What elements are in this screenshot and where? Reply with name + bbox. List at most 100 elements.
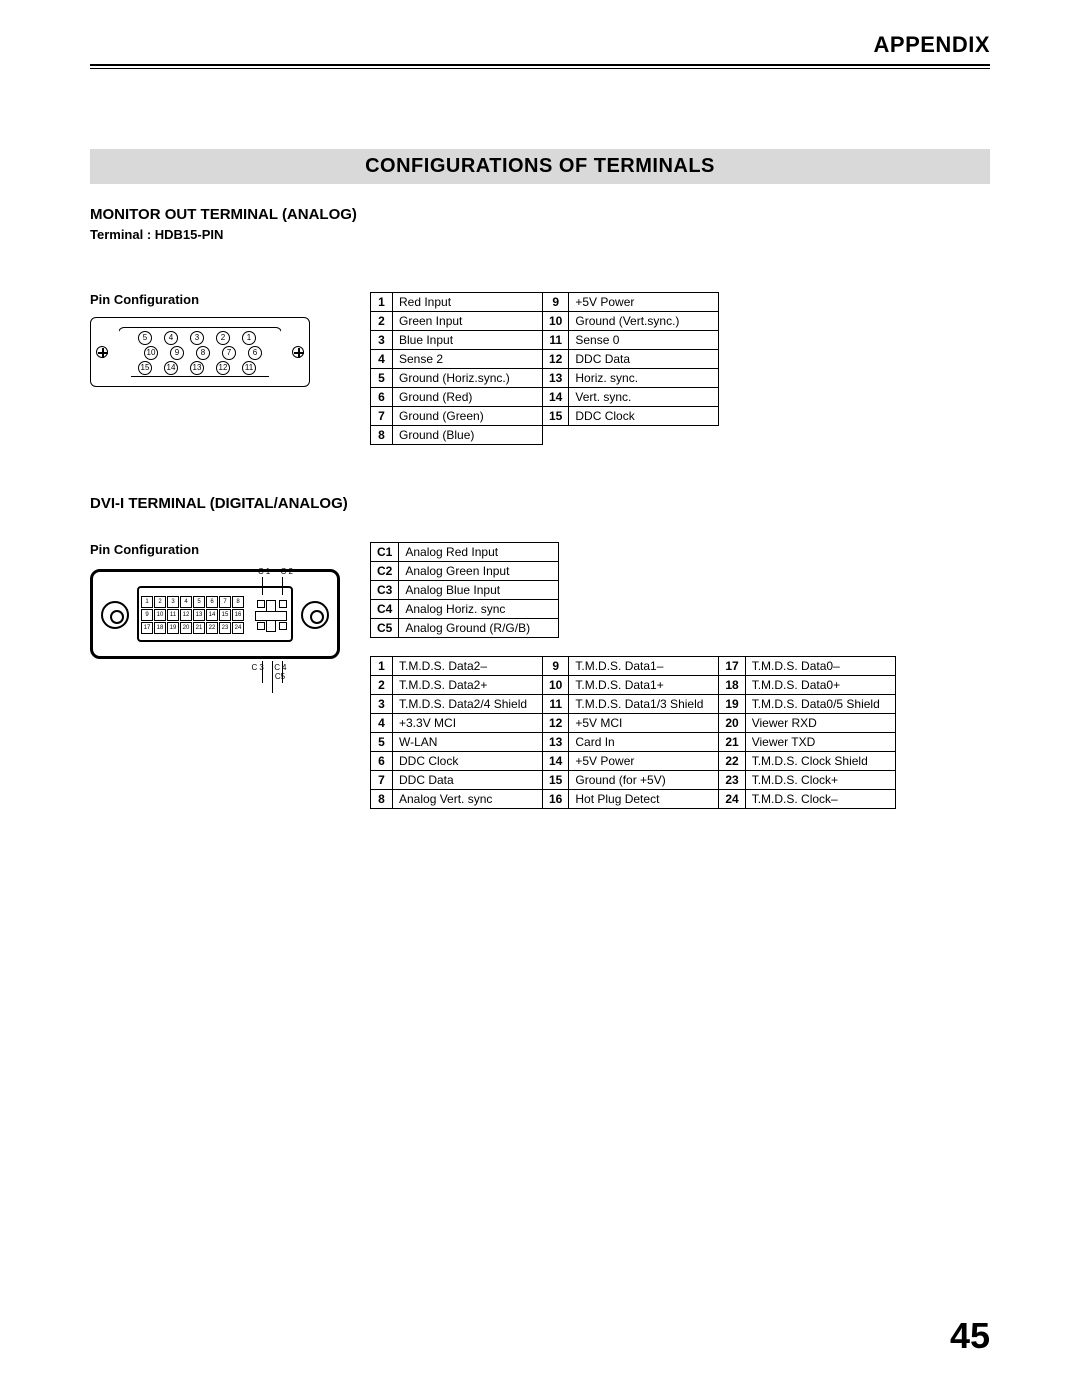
connector-pin: 1 (141, 596, 153, 608)
connector-pin: 15 (219, 609, 231, 621)
connector-pin: 10 (144, 346, 158, 360)
monitor-pinconf-label: Pin Configuration (90, 292, 370, 307)
connector-pin: 8 (232, 596, 244, 608)
pin-signal: Ground (Green) (393, 407, 543, 426)
pin-number: 2 (371, 676, 393, 695)
dvi-connector-diagram: C1 C2 1234567891011121314151617181920212… (90, 569, 340, 681)
connector-pin: 9 (170, 346, 184, 360)
pin-signal: T.M.D.S. Clock– (745, 790, 895, 809)
pin-number: 15 (543, 771, 569, 790)
connector-pin: 5 (138, 331, 152, 345)
connector-pin: 6 (206, 596, 218, 608)
connector-pin: 15 (138, 361, 152, 375)
header-rule-thick (90, 64, 990, 66)
pin-number: 1 (371, 657, 393, 676)
pin-number: C1 (371, 543, 399, 562)
pin-signal: W-LAN (393, 733, 543, 752)
pin-signal: T.M.D.S. Clock+ (745, 771, 895, 790)
connector-pin: 19 (167, 622, 179, 634)
dvi-pin-table: 1T.M.D.S. Data2–9T.M.D.S. Data1–17T.M.D.… (370, 656, 896, 809)
pin-signal: +5V MCI (569, 714, 719, 733)
pin-signal: DDC Data (569, 350, 719, 369)
dvi-pinconf-label: Pin Configuration (90, 542, 370, 557)
pin-signal: Blue Input (393, 331, 543, 350)
header-rule-thin (90, 68, 990, 69)
pin-signal: DDC Clock (569, 407, 719, 426)
pin-number: 10 (543, 312, 569, 331)
connector-pin: 9 (141, 609, 153, 621)
pin-number: 4 (371, 350, 393, 369)
dvi-cpin-table: C1Analog Red InputC2Analog Green InputC3… (370, 542, 559, 638)
monitor-heading: MONITOR OUT TERMINAL (ANALOG) (90, 206, 990, 223)
pin-number: 7 (371, 407, 393, 426)
pin-number: 8 (371, 426, 393, 445)
pin-number (543, 426, 569, 445)
pin-number: 11 (543, 331, 569, 350)
pin-number: 10 (543, 676, 569, 695)
pin-signal: T.M.D.S. Data0+ (745, 676, 895, 695)
pin-number: 21 (719, 733, 745, 752)
pin-number: C5 (371, 619, 399, 638)
pin-signal: Analog Horiz. sync (399, 600, 559, 619)
pin-number: 8 (371, 790, 393, 809)
connector-pin: 14 (206, 609, 218, 621)
pin-signal: T.M.D.S. Data2/4 Shield (393, 695, 543, 714)
pin-signal: Red Input (393, 293, 543, 312)
pin-signal: T.M.D.S. Data0/5 Shield (745, 695, 895, 714)
pin-signal: T.M.D.S. Data1/3 Shield (569, 695, 719, 714)
pin-number: 11 (543, 695, 569, 714)
connector-pin: 2 (154, 596, 166, 608)
pin-signal: Analog Ground (R/G/B) (399, 619, 559, 638)
connector-pin: 3 (190, 331, 204, 345)
connector-pin: 8 (196, 346, 210, 360)
pin-signal: T.M.D.S. Clock Shield (745, 752, 895, 771)
pin-signal: Ground (for +5V) (569, 771, 719, 790)
connector-pin: 3 (167, 596, 179, 608)
pin-number: 4 (371, 714, 393, 733)
pin-number: 9 (543, 657, 569, 676)
pin-number: 1 (371, 293, 393, 312)
connector-pin: 4 (164, 331, 178, 345)
pin-number: 6 (371, 388, 393, 407)
pin-number: 12 (543, 350, 569, 369)
pin-signal: Analog Blue Input (399, 581, 559, 600)
pin-signal (569, 426, 719, 445)
hdb15-connector-diagram: 54321 109876 1514131211 (90, 317, 310, 387)
connector-pin: 17 (141, 622, 153, 634)
pin-number: 13 (543, 733, 569, 752)
monitor-pin-table: 1Red Input9+5V Power2Green Input10Ground… (370, 292, 719, 445)
pin-number: 5 (371, 369, 393, 388)
connector-pin: 11 (242, 361, 256, 375)
pin-number: 3 (371, 331, 393, 350)
pin-signal: Sense 2 (393, 350, 543, 369)
dvi-heading: DVI-I TERMINAL (DIGITAL/ANALOG) (90, 495, 990, 512)
connector-pin: 21 (193, 622, 205, 634)
connector-pin: 6 (248, 346, 262, 360)
pin-number: 14 (543, 388, 569, 407)
connector-pin: 2 (216, 331, 230, 345)
pin-signal: Viewer TXD (745, 733, 895, 752)
pin-signal: T.M.D.S. Data2+ (393, 676, 543, 695)
pin-signal: Sense 0 (569, 331, 719, 350)
pin-signal: T.M.D.S. Data1+ (569, 676, 719, 695)
pin-number: 5 (371, 733, 393, 752)
connector-pin: 7 (222, 346, 236, 360)
pin-signal: +5V Power (569, 752, 719, 771)
pin-signal: Analog Red Input (399, 543, 559, 562)
connector-pin: 10 (154, 609, 166, 621)
pin-signal: Ground (Blue) (393, 426, 543, 445)
pin-signal: Green Input (393, 312, 543, 331)
pin-number: 12 (543, 714, 569, 733)
pin-number: 7 (371, 771, 393, 790)
connector-pin: 1 (242, 331, 256, 345)
connector-pin: 4 (180, 596, 192, 608)
pin-signal: +3.3V MCI (393, 714, 543, 733)
pin-signal: Ground (Horiz.sync.) (393, 369, 543, 388)
connector-pin: 20 (180, 622, 192, 634)
pin-signal: Viewer RXD (745, 714, 895, 733)
pin-signal: T.M.D.S. Data0– (745, 657, 895, 676)
connector-pin: 13 (193, 609, 205, 621)
connector-pin: 14 (164, 361, 178, 375)
monitor-terminal: Terminal : HDB15-PIN (90, 227, 990, 242)
pin-signal: T.M.D.S. Data2– (393, 657, 543, 676)
